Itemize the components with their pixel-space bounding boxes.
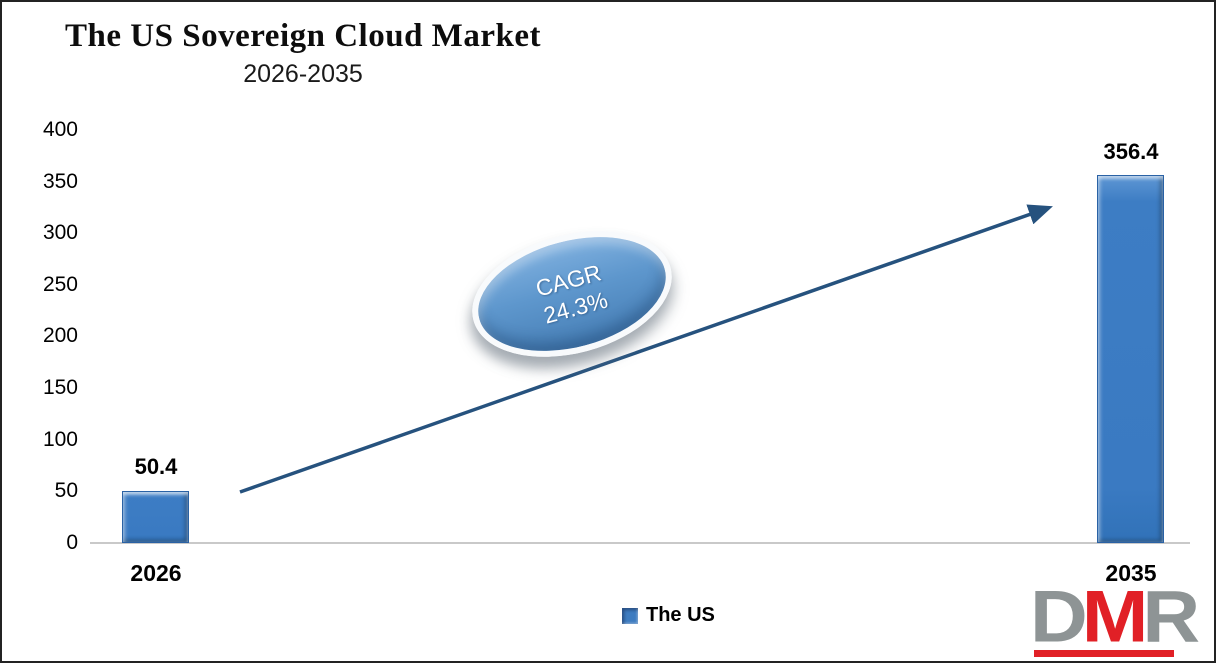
y-axis-tick: 50 [54,479,78,502]
y-axis-tick: 200 [42,324,78,347]
y-axis-tick: 350 [42,170,78,193]
x-axis-label-2026: 2026 [130,560,182,586]
x-axis-label-2035: 2035 [1105,560,1157,586]
bar-value-label-2026: 50.4 [134,454,178,479]
chart-subtitle: 2026-2035 [243,60,363,88]
legend: The US [622,604,715,627]
cagr-annotation: CAGR 24.3% [458,210,686,378]
dmr-logo: DMR [1030,580,1214,661]
bar-value-label-2035: 356.4 [1103,139,1159,164]
chart-title: The US Sovereign Cloud Market [65,18,541,54]
y-axis-tick: 100 [42,428,78,451]
logo-underline [1034,650,1174,657]
dmr-logo-letters: DMR [1030,580,1214,654]
x-axis-line [90,542,1190,544]
bar-2035 [1097,175,1164,543]
legend-swatch-the-us [622,607,638,624]
legend-label: The US [646,604,715,626]
logo-letter-r: R [1142,575,1200,658]
title-block: The US Sovereign Cloud Market 2026-2035 [57,18,549,89]
logo-letter-d: D [1030,575,1088,658]
y-axis-tick: 400 [42,118,78,141]
bar-2026 [122,491,189,543]
logo-letter-m: M [1081,575,1149,658]
y-axis-tick: 300 [42,221,78,244]
y-axis-tick: 250 [42,273,78,296]
y-axis-tick: 0 [66,531,78,554]
y-axis-tick: 150 [42,376,78,399]
